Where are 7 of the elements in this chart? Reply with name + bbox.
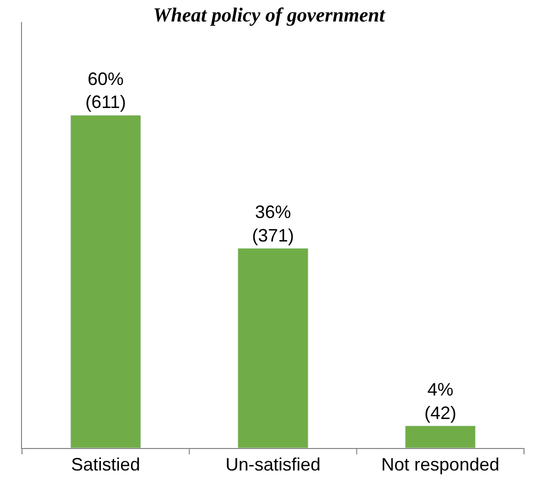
chart-title: Wheat policy of government [153, 4, 386, 26]
x-tick-label: Satistied [71, 454, 140, 475]
data-label: 4% (42) [424, 379, 456, 423]
x-tick-label: Un-satisfied [225, 454, 321, 475]
data-label: 36% (371) [252, 202, 294, 246]
x-tick-label: Not responded [381, 454, 500, 475]
data-label: 60% (611) [85, 68, 126, 112]
